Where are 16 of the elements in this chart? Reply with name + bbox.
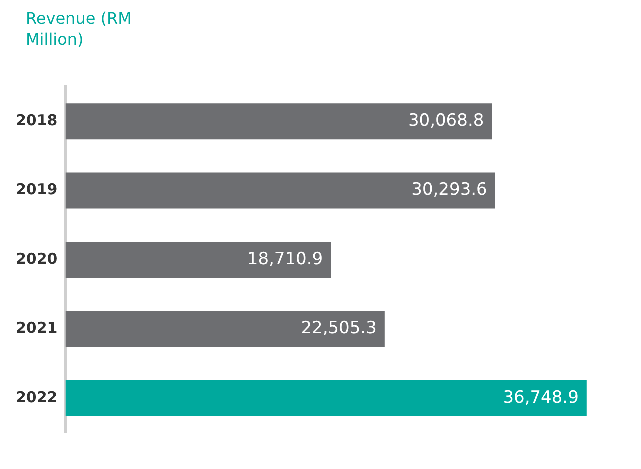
chart-title: Revenue (RM Million) <box>26 8 133 51</box>
bar <box>66 242 332 278</box>
data-label: 30,293.6 <box>412 180 488 200</box>
bar <box>66 104 492 140</box>
data-label: 36,748.9 <box>503 388 579 408</box>
data-label: 22,505.3 <box>301 318 377 339</box>
y-tick-label: 2019 <box>16 180 58 199</box>
bar <box>66 311 385 348</box>
y-tick-label: 2020 <box>16 250 58 268</box>
data-label: 30,068.8 <box>408 111 484 132</box>
bar <box>66 172 496 209</box>
y-tick-label: 2018 <box>16 111 58 130</box>
y-tick-label: 2021 <box>16 319 58 338</box>
y-tick-label: 2022 <box>16 388 58 406</box>
bar <box>66 380 587 416</box>
data-label: 18,710.9 <box>247 249 324 270</box>
